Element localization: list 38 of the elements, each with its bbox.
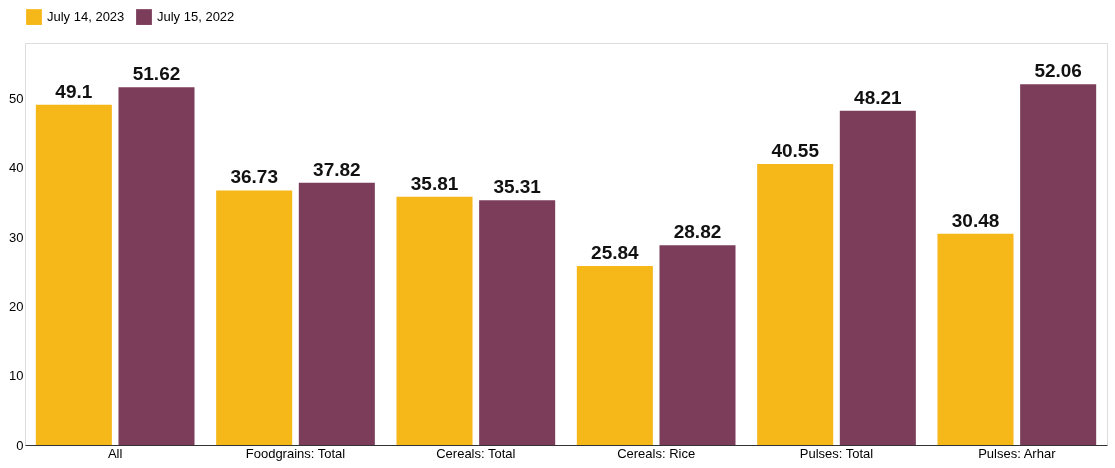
- bar: [1020, 84, 1097, 445]
- x-tick-label: Cereals: Rice: [617, 445, 696, 461]
- bar: [35, 104, 112, 445]
- bar: [216, 190, 293, 445]
- data-label: 48.21: [854, 86, 903, 108]
- y-tick-label: 30: [9, 229, 24, 245]
- bar: [118, 87, 195, 445]
- bar: [479, 200, 556, 445]
- data-label: 49.1: [55, 80, 93, 102]
- data-label: 51.62: [132, 63, 181, 85]
- legend-label: July 14, 2023: [47, 9, 125, 25]
- x-tick-label: Pulses: Arhar: [978, 445, 1057, 461]
- bar: [298, 182, 375, 445]
- bar: [576, 265, 653, 445]
- y-tick-label: 50: [9, 90, 24, 106]
- data-label: 37.82: [313, 158, 361, 180]
- data-label: 28.82: [673, 221, 722, 243]
- y-tick-label: 10: [9, 368, 24, 384]
- x-tick-label: Foodgrains: Total: [245, 445, 346, 461]
- bar: [396, 196, 473, 445]
- y-tick-label: 20: [9, 298, 24, 314]
- data-label: 35.31: [493, 176, 542, 198]
- data-label: 35.81: [410, 172, 459, 194]
- data-label: 40.55: [771, 139, 820, 161]
- x-tick-label: Cereals: Total: [436, 445, 516, 461]
- bar: [757, 163, 834, 445]
- x-tick-label: All: [107, 445, 123, 461]
- bar: [659, 245, 736, 445]
- bar: [839, 110, 916, 445]
- legend-label: July 15, 2022: [157, 9, 235, 25]
- bar: [937, 233, 1014, 445]
- y-tick-label: 0: [16, 437, 24, 453]
- data-label: 25.84: [591, 241, 640, 263]
- y-tick-label: 40: [9, 160, 24, 176]
- x-tick-label: Pulses: Total: [799, 445, 874, 461]
- data-label: 52.06: [1034, 60, 1082, 82]
- data-label: 36.73: [230, 166, 278, 188]
- data-label: 30.48: [951, 209, 1000, 231]
